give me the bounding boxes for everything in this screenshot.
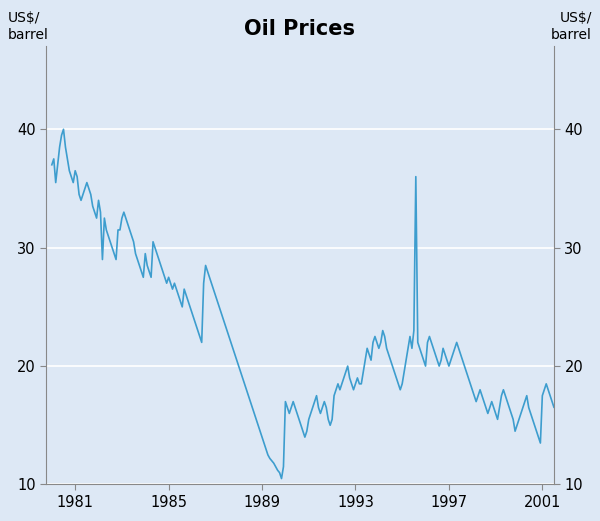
Title: Oil Prices: Oil Prices	[244, 19, 355, 39]
Text: US$/
barrel: US$/ barrel	[551, 11, 592, 42]
Text: US$/
barrel: US$/ barrel	[8, 11, 49, 42]
